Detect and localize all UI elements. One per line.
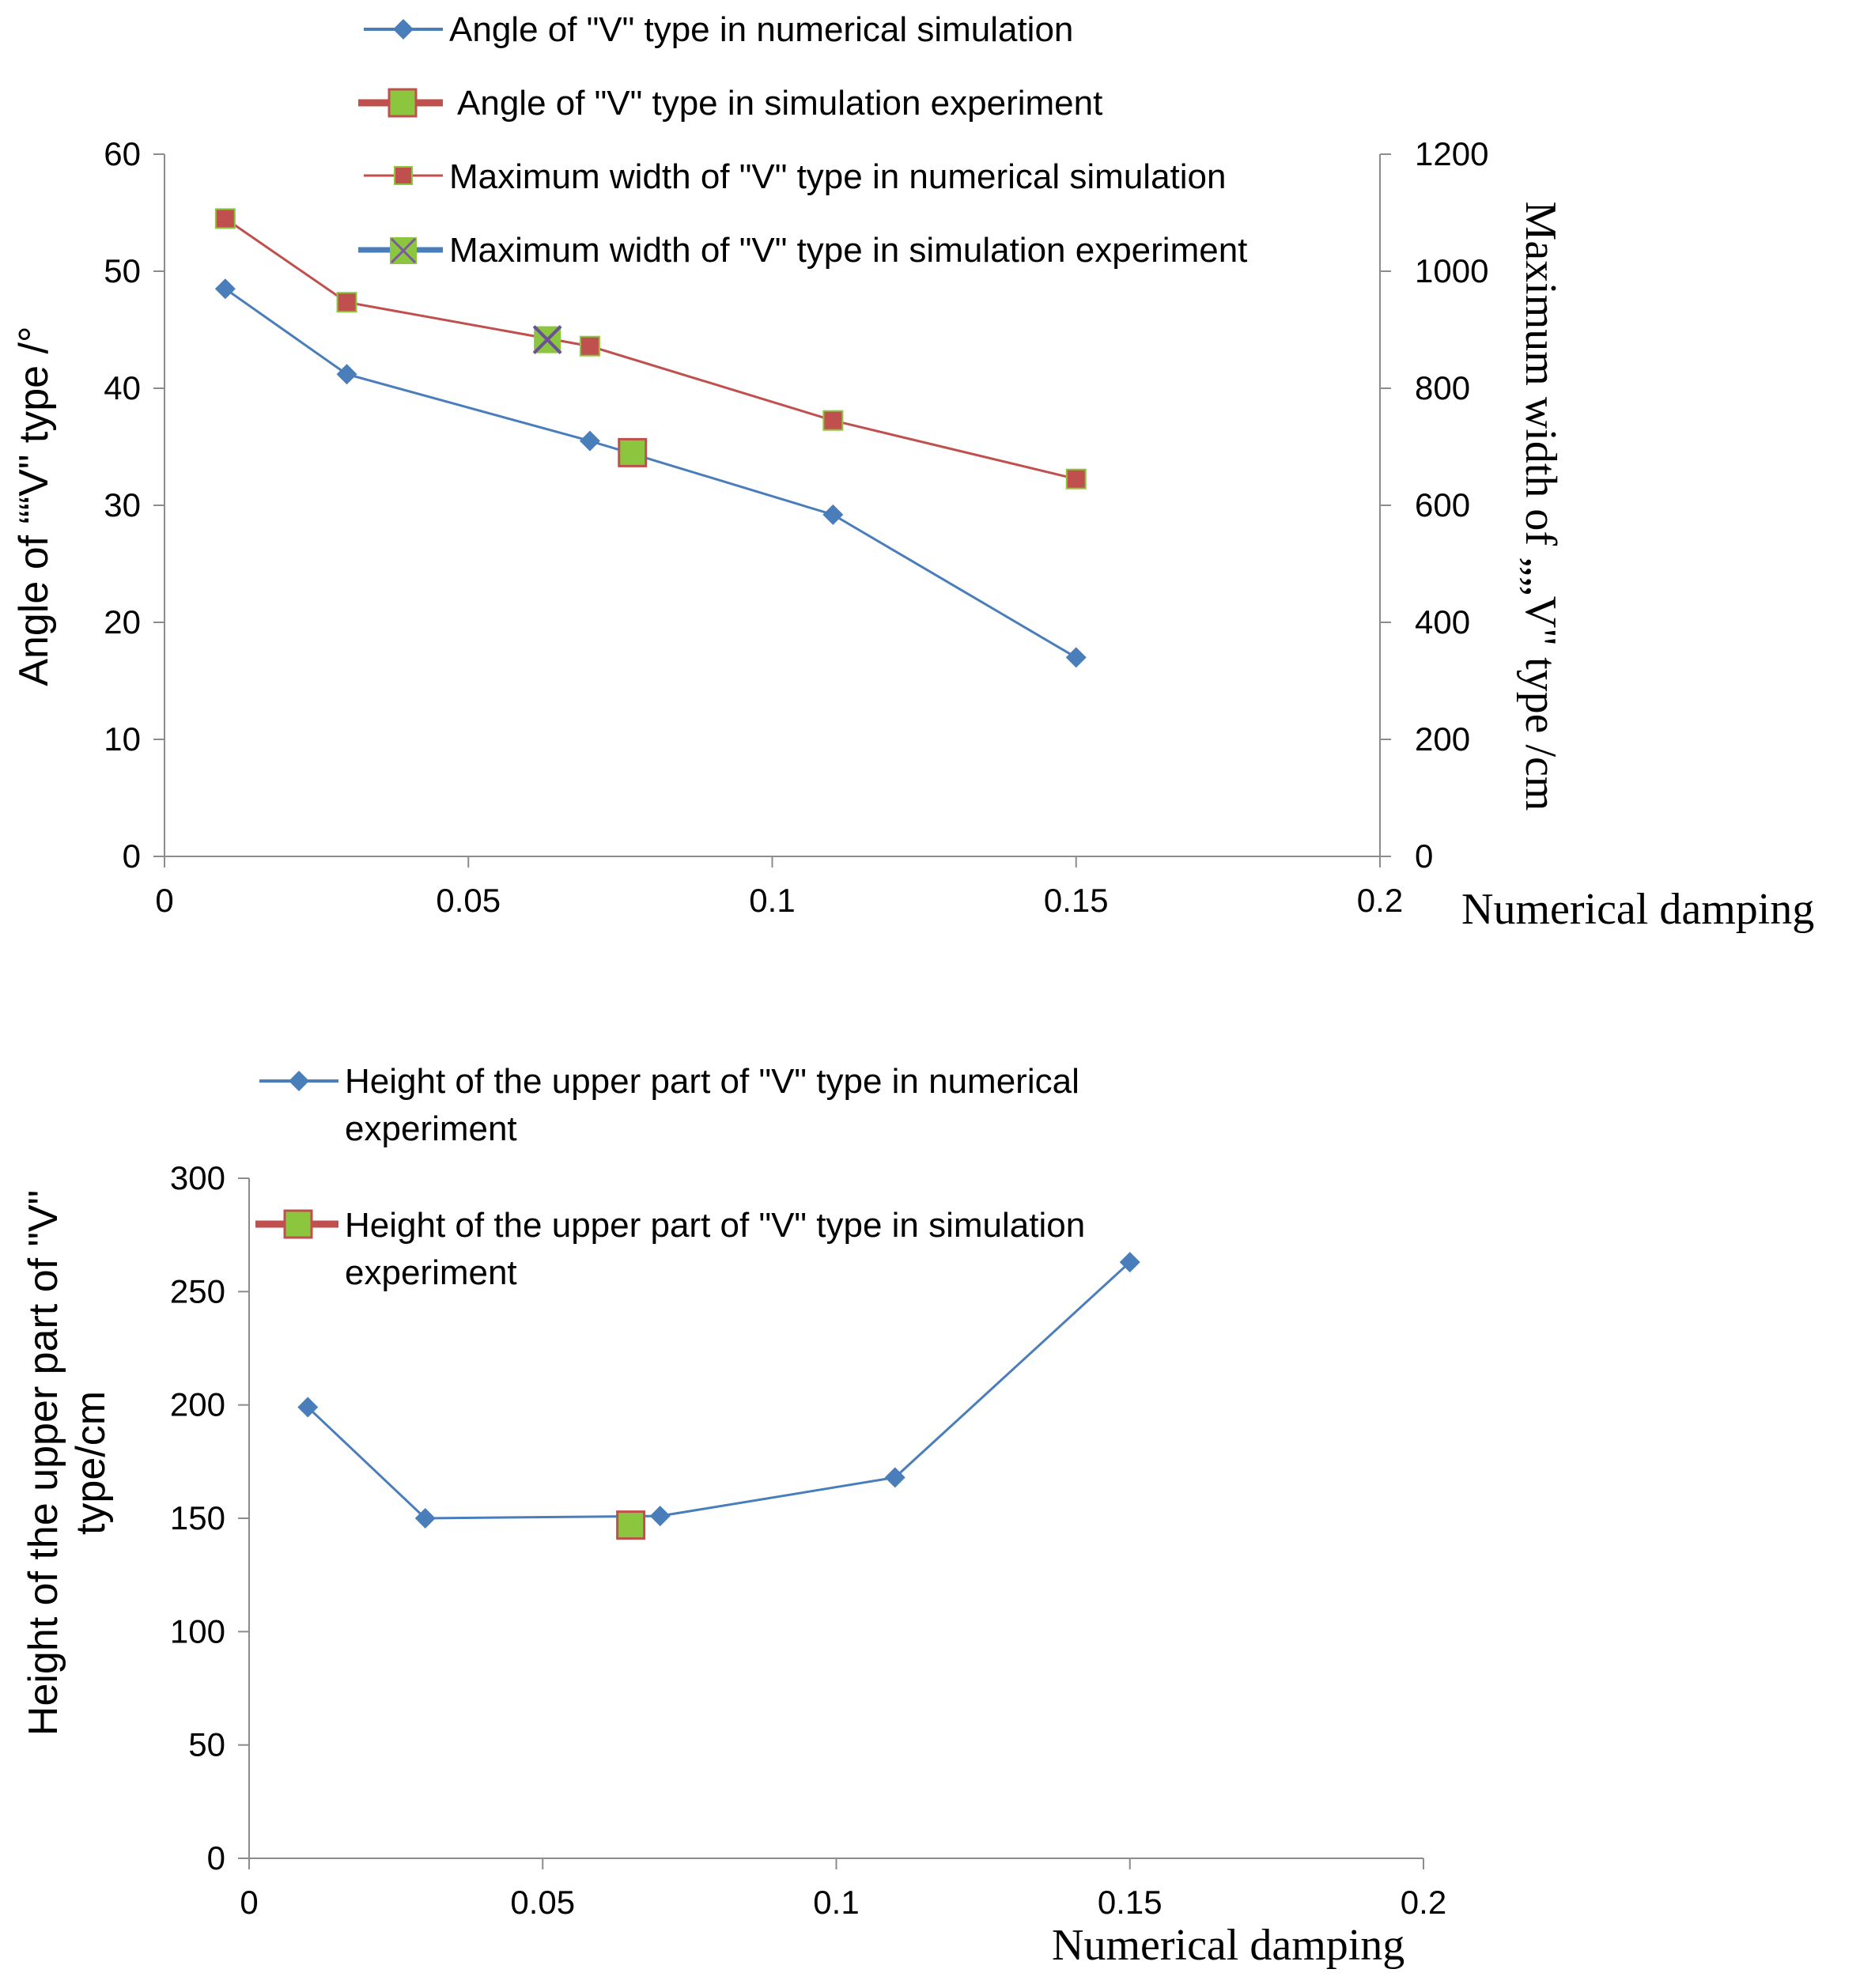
y-tick-label: 0 [123,837,141,875]
chart1-x-ticks: 0 0.05 0.1 0.15 0.2 [155,856,1403,919]
chart1-x-axis-label: Numerical damping [1461,885,1814,934]
y2-tick-label: 800 [1415,369,1470,406]
y-tick-label: 50 [104,252,141,289]
svg-text:Angle of "V" type in numerica: Angle of "V" type in numerical simulatio… [449,10,1073,49]
x-tick-label: 0 [155,882,173,919]
square-marker-icon [394,166,413,185]
y2-tick-label: 0 [1415,837,1433,875]
y2-tick-label: 400 [1415,603,1470,641]
chart2-legend-item-height-experiment: Height of the upper part of "V" type in … [255,1206,1085,1292]
data-point [1119,1252,1140,1273]
y2-tick-label: 1000 [1415,252,1488,289]
data-point [1065,647,1087,668]
data-point [884,1467,905,1488]
y-tick-label: 150 [170,1499,225,1536]
data-point [414,1508,436,1529]
x-tick-label: 0.15 [1044,882,1109,919]
chart2-legend-item-height-numerical: Height of the upper part of "V" type in … [259,1062,1079,1148]
series-0-0 [214,278,1087,668]
x-tick-label: 0.1 [749,882,795,919]
chart2-x-ticks: 0 0.05 0.1 0.15 0.2 [240,1858,1446,1921]
x-tick-label: 0.2 [1357,882,1403,919]
svg-text:experiment: experiment [345,1253,517,1292]
chart1-y2-axis-label: Maximum width of „„V" type /cm [1516,202,1565,811]
chart1-legend: Angle of "V" type in numerical simulatio… [358,10,1247,270]
chart2-x-axis-label: Numerical damping [1052,1921,1404,1970]
data-point [532,325,562,354]
series-1-0 [297,1252,1140,1529]
series-1-1 [616,1510,646,1540]
chart2-y-axis-label-line2: type/cm [68,1391,114,1535]
y-tick-label: 300 [170,1159,225,1196]
svg-text:experiment: experiment [345,1109,517,1148]
x-tick-label: 0.05 [436,882,501,919]
chart2-y-axis-label: Height of the upper part of "V" [21,1190,66,1736]
svg-text:Angle of "V" type in simulatio: Angle of "V" type in simulation experime… [457,84,1102,123]
x-tick-label: 0.15 [1098,1884,1162,1921]
svg-text:Maximum width of "V" type in: Maximum width of "V" type in simulation … [449,231,1247,270]
y-tick-label: 20 [104,603,141,641]
chart2-legend: Height of the upper part of "V" type in … [255,1062,1085,1292]
chart1-series [214,208,1087,668]
y-tick-label: 0 [207,1839,225,1877]
chart1-legend-item-width-numerical: Maximum width of "V" type in numerical s… [364,157,1226,196]
series-line [224,287,1077,659]
y-tick-label: 200 [170,1386,225,1423]
series-0-3 [532,325,562,354]
series-line [307,1260,1131,1520]
y2-tick-label: 1200 [1415,135,1488,172]
y-tick-label: 50 [188,1726,225,1763]
chart1-y-axis-label: Angle of ““V" type /° [11,326,57,686]
data-point [616,1510,646,1540]
chart1-legend-item-angle-experiment: Angle of "V" type in simulation experime… [358,84,1102,123]
chart1-legend-item-angle-numerical: Angle of "V" type in numerical simulatio… [364,10,1073,49]
x-tick-label: 0 [240,1884,258,1921]
chart2-y-ticks: 0 50 100 150 200 250 300 [170,1159,249,1877]
y-tick-label: 40 [104,369,141,406]
data-point [822,410,844,431]
svg-text:Height of the upper part of "V: Height of the upper part of "V" type in … [345,1062,1079,1101]
y2-tick-label: 200 [1415,720,1470,758]
data-point [822,504,844,525]
y-tick-label: 100 [170,1612,225,1650]
x-tick-label: 0.2 [1401,1884,1446,1921]
diamond-marker-icon [289,1071,309,1091]
svg-text:Maximum width of "V" type i: Maximum width of "V" type in numerical s… [449,157,1226,196]
square-marker-icon [388,88,418,118]
data-point [649,1506,671,1527]
data-point [579,335,600,357]
series-0-1 [618,437,648,467]
chart2-series [297,1252,1140,1540]
square-marker-icon [283,1209,313,1239]
series-0-2 [214,208,1087,489]
diamond-marker-icon [393,19,414,40]
data-point [618,437,648,467]
data-point [579,430,600,452]
chart1-y2-ticks: 0 200 400 600 800 1000 1200 [1380,135,1488,875]
y2-tick-label: 600 [1415,486,1470,523]
chart2: 0 50 100 150 200 250 300 0 0.05 0.1 0.15 0.2 Heigh… [21,1062,1446,1970]
data-point [1065,468,1087,489]
y-tick-label: 250 [170,1272,225,1310]
svg-text:Height of the upper part of "V: Height of the upper part of "V" type in … [345,1206,1085,1245]
data-point [336,292,357,313]
y-tick-label: 60 [104,135,141,172]
x-tick-label: 0.05 [510,1884,575,1921]
data-point [214,208,236,229]
chart1-legend-item-width-experiment: Maximum width of "V" type in simulation … [358,231,1247,270]
x-tick-label: 0.1 [813,1884,859,1921]
y-tick-label: 10 [104,720,141,758]
chart1: 0 10 20 30 40 50 60 0 200 400 600 800 1000 1200 0 0.0… [11,10,1814,934]
chart1-y-ticks: 0 10 20 30 40 50 60 [104,135,164,875]
data-point [336,364,357,385]
data-point [297,1397,319,1418]
y-tick-label: 30 [104,486,141,523]
data-point [214,278,236,300]
